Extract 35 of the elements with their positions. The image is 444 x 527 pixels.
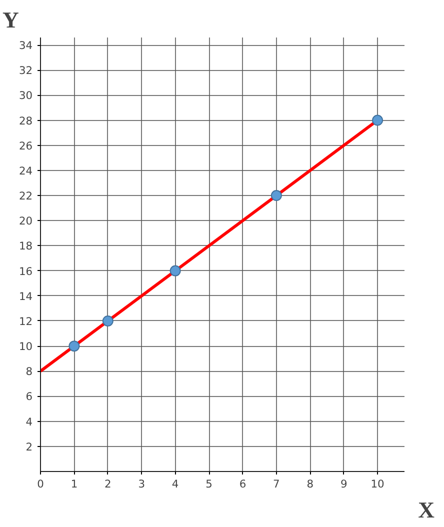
y-tick-label: 4: [26, 415, 33, 428]
y-tick-label: 20: [18, 214, 33, 228]
y-tick-label: 30: [18, 89, 33, 102]
y-axis-title: Y: [2, 8, 19, 32]
x-axis-title: X: [418, 498, 436, 522]
y-tick-label: 8: [26, 365, 33, 378]
x-tick-label: 9: [340, 478, 348, 490]
x-tick-label: 4: [172, 478, 179, 490]
y-tick-label: 14: [18, 290, 33, 303]
y-tick-label: 22: [18, 190, 33, 203]
x-tick-label: 10: [370, 478, 385, 490]
point: [102, 315, 114, 326]
x-tick-label: 2: [104, 478, 112, 490]
x-tick-label: 7: [273, 478, 280, 490]
x-tick-label: 0: [37, 478, 44, 490]
x-tick-label: 3: [138, 478, 145, 490]
point: [270, 190, 282, 202]
y-tick-label: 34: [18, 39, 33, 52]
x-tick-label: 5: [206, 478, 212, 490]
y-tick-label: 28: [18, 114, 33, 128]
x-tick-label: 6: [239, 478, 246, 490]
point: [68, 340, 80, 352]
y-tick-label: 16: [18, 264, 33, 278]
point: [170, 265, 181, 276]
y-tick-label: 24: [18, 164, 33, 178]
x-tick-label: 8: [306, 478, 314, 490]
point: [372, 114, 384, 126]
y-tick-label: 10: [18, 340, 33, 354]
y-tick-label: 18: [18, 240, 33, 253]
y-tick-label: 2: [26, 440, 32, 454]
y-tick-label: 26: [18, 139, 33, 152]
y-tick-label: 6: [26, 390, 33, 404]
y-tick-label: 32: [18, 64, 33, 78]
y-tick-label: 12: [18, 314, 33, 328]
x-tick-label: 1: [70, 478, 78, 490]
